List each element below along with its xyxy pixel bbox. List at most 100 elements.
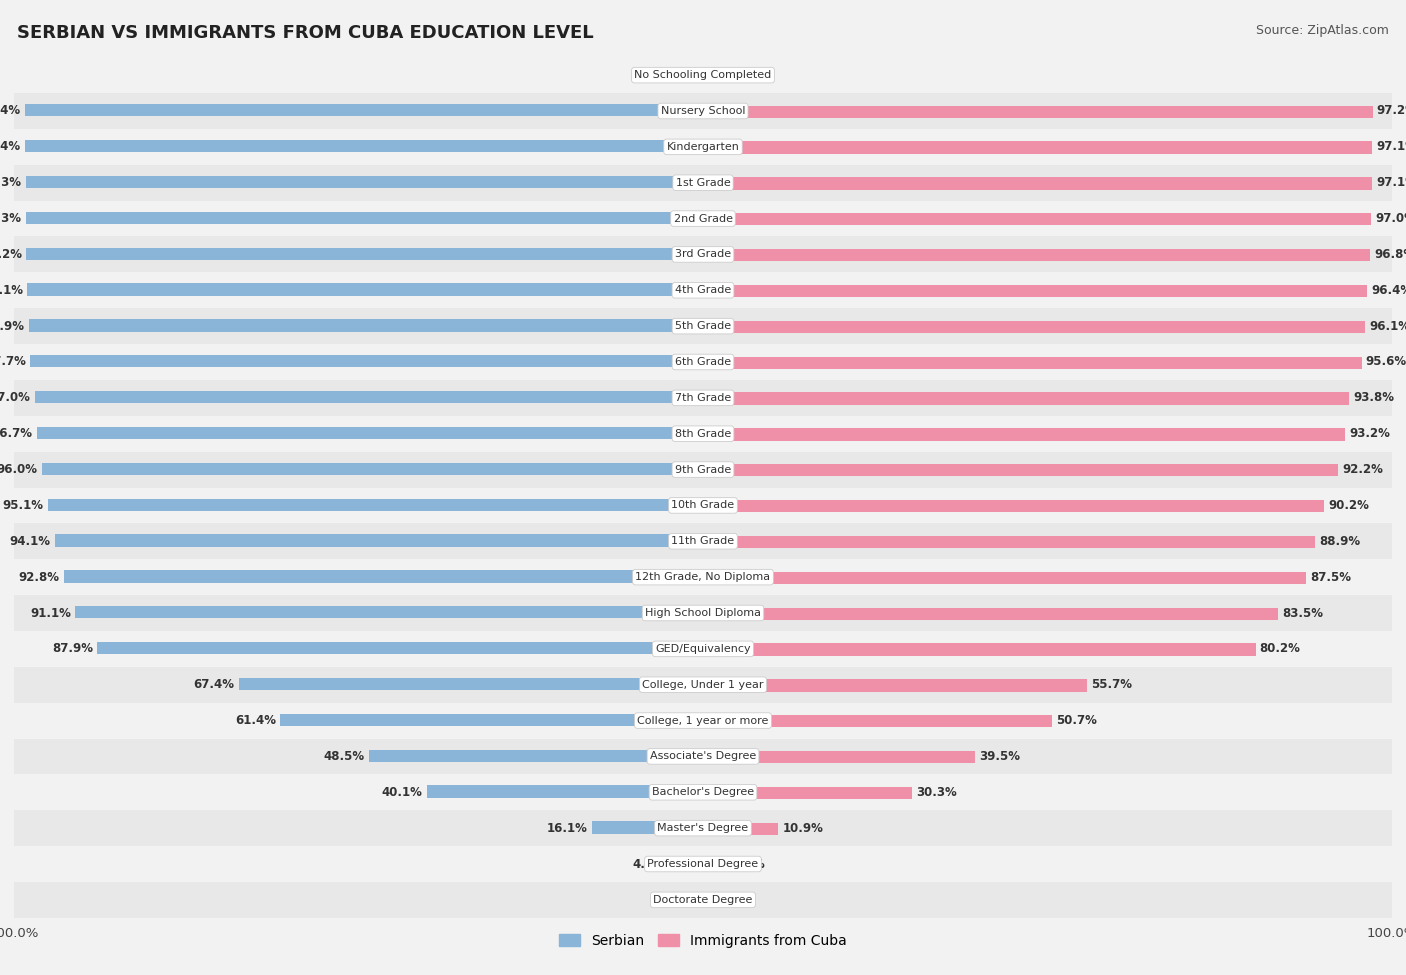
Text: 39.5%: 39.5% [979,750,1021,762]
Text: 83.5%: 83.5% [1282,606,1323,619]
Bar [35,391,703,404]
Text: 67.4%: 67.4% [194,679,235,691]
Bar [280,714,703,726]
Bar [14,380,1392,415]
Bar [14,810,1392,846]
Text: 98.1%: 98.1% [0,284,22,296]
Text: 3.6%: 3.6% [733,857,765,871]
Bar [14,882,1392,917]
Bar [703,70,723,82]
Text: 2.0%: 2.0% [652,893,685,907]
Text: 87.9%: 87.9% [52,643,93,655]
Text: 61.4%: 61.4% [235,714,276,727]
Bar [703,428,1346,441]
Bar [25,104,703,116]
Bar [703,285,1367,297]
Bar [14,451,1392,488]
Bar [703,321,1365,332]
Text: College, Under 1 year: College, Under 1 year [643,680,763,689]
Text: High School Diploma: High School Diploma [645,608,761,618]
Text: Associate's Degree: Associate's Degree [650,752,756,761]
Bar [14,165,1392,201]
Bar [25,212,703,224]
Text: 96.4%: 96.4% [1371,284,1406,296]
Bar [368,750,703,761]
Bar [14,272,1392,308]
Text: SERBIAN VS IMMIGRANTS FROM CUBA EDUCATION LEVEL: SERBIAN VS IMMIGRANTS FROM CUBA EDUCATIO… [17,24,593,42]
Bar [14,58,1392,93]
Text: College, 1 year or more: College, 1 year or more [637,716,769,725]
Bar [14,93,1392,129]
Text: 1.2%: 1.2% [716,893,748,907]
Bar [703,787,911,800]
Bar [703,141,1372,154]
Text: 4.8%: 4.8% [633,857,666,871]
Bar [48,498,703,511]
Bar [28,320,703,332]
Text: 48.5%: 48.5% [323,750,364,762]
Bar [14,846,1392,882]
Text: 92.2%: 92.2% [1343,463,1384,476]
Bar [14,129,1392,165]
Text: 16.1%: 16.1% [547,822,588,835]
Text: Bachelor's Degree: Bachelor's Degree [652,787,754,798]
Bar [63,570,703,582]
Text: 90.2%: 90.2% [1329,499,1369,512]
Bar [97,643,703,654]
Text: 97.9%: 97.9% [0,320,24,332]
Bar [27,248,703,259]
Text: 7th Grade: 7th Grade [675,393,731,403]
Text: 5th Grade: 5th Grade [675,321,731,332]
Bar [14,524,1392,560]
Text: 97.1%: 97.1% [1376,176,1406,189]
Text: 40.1%: 40.1% [381,786,423,799]
Text: 96.1%: 96.1% [1369,320,1406,332]
Bar [703,607,1278,620]
Text: Kindergarten: Kindergarten [666,141,740,152]
Bar [703,105,1372,118]
Bar [14,415,1392,451]
Bar [427,786,703,798]
Text: 96.7%: 96.7% [0,427,32,441]
Bar [703,823,778,835]
Text: GED/Equivalency: GED/Equivalency [655,644,751,654]
Bar [703,716,1052,727]
Text: 93.2%: 93.2% [1350,427,1391,441]
Text: 8th Grade: 8th Grade [675,429,731,439]
Text: Nursery School: Nursery School [661,106,745,116]
Text: 4th Grade: 4th Grade [675,286,731,295]
Text: 95.6%: 95.6% [1365,356,1406,369]
Bar [703,393,1350,405]
Bar [703,859,728,871]
Bar [703,177,1372,189]
Bar [703,894,711,907]
Bar [703,751,976,763]
Text: 98.4%: 98.4% [0,140,21,153]
Bar [14,631,1392,667]
Text: 10th Grade: 10th Grade [672,500,734,511]
Text: Master's Degree: Master's Degree [658,823,748,834]
Bar [703,249,1369,261]
Text: 1.7%: 1.7% [655,68,688,82]
Text: 97.0%: 97.0% [0,391,31,405]
Bar [703,536,1316,548]
Text: 11th Grade: 11th Grade [672,536,734,546]
Text: 91.1%: 91.1% [31,606,72,619]
Bar [703,571,1306,584]
Text: Doctorate Degree: Doctorate Degree [654,895,752,905]
Bar [14,667,1392,703]
Bar [703,214,1371,225]
Text: 96.0%: 96.0% [0,463,38,476]
Bar [692,68,703,81]
Bar [55,534,703,547]
Text: No Schooling Completed: No Schooling Completed [634,70,772,80]
Text: 12th Grade, No Diploma: 12th Grade, No Diploma [636,572,770,582]
Text: 80.2%: 80.2% [1260,643,1301,655]
Text: 50.7%: 50.7% [1056,714,1097,727]
Text: 94.1%: 94.1% [10,534,51,548]
Bar [703,644,1256,655]
Bar [239,678,703,690]
Bar [703,357,1361,369]
Bar [703,680,1087,691]
Text: 30.3%: 30.3% [915,786,956,799]
